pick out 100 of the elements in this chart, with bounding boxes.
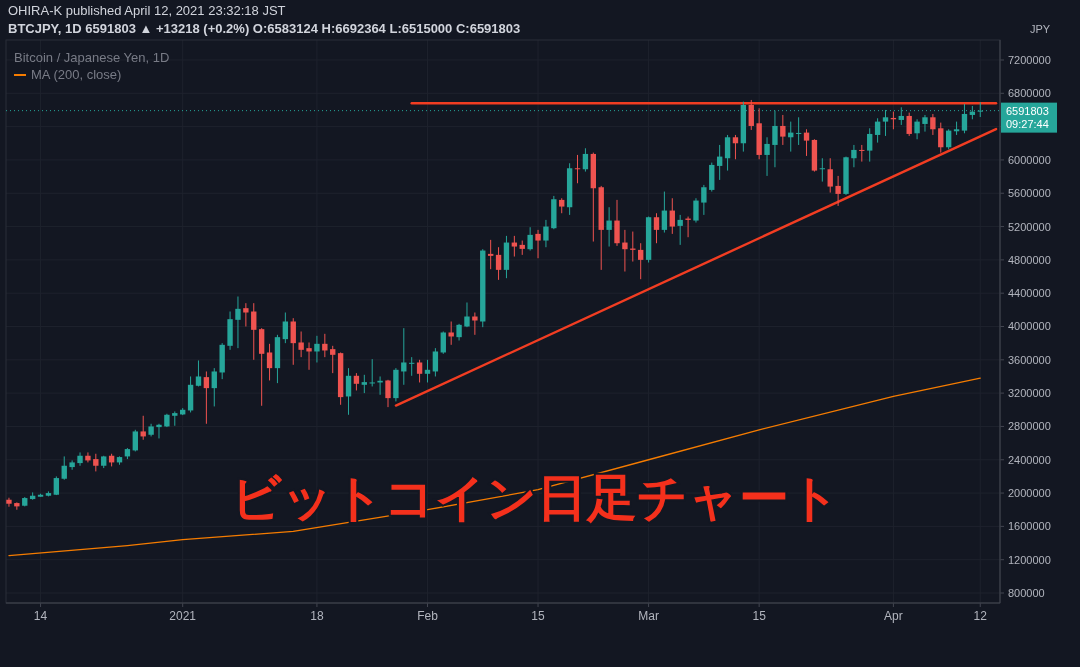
candlestick xyxy=(195,359,202,387)
candlestick xyxy=(251,302,257,361)
candlestick xyxy=(345,367,352,416)
candlestick xyxy=(622,229,628,273)
candlestick xyxy=(693,197,699,224)
candlestick xyxy=(290,317,296,366)
candlestick xyxy=(582,147,589,173)
candlestick xyxy=(945,128,952,150)
legend-label: MA (200, close) xyxy=(31,67,122,82)
candlestick xyxy=(701,184,707,216)
y-tick-label: 1200000 xyxy=(1008,553,1051,566)
candlestick xyxy=(314,335,320,363)
y-tick-label: 2800000 xyxy=(1008,420,1051,433)
candlestick xyxy=(835,175,841,207)
candlestick xyxy=(859,144,865,163)
candlestick xyxy=(69,459,75,471)
y-tick-label: 3200000 xyxy=(1008,387,1051,400)
candlestick xyxy=(930,113,936,136)
text: 09:27:44 xyxy=(1006,117,1049,130)
candlestick xyxy=(535,229,541,259)
chart-subtitle: OHIRA-K published April 12, 2021 23:32:18 JST xyxy=(8,3,286,18)
candlestick xyxy=(306,341,312,371)
candlestick xyxy=(322,333,328,358)
candlestick xyxy=(780,114,786,146)
y-tick-label: 3600000 xyxy=(1008,353,1051,366)
candlestick xyxy=(764,136,770,177)
annotation: Bitcoin / Japanese Yen, 1D xyxy=(14,50,170,65)
y-tick-label: 4000000 xyxy=(1008,320,1051,333)
candlestick xyxy=(543,219,549,248)
candlestick xyxy=(874,117,881,144)
candlestick xyxy=(85,451,91,463)
y-tick-label: 2000000 xyxy=(1008,487,1051,500)
x-tick-label: Apr xyxy=(884,609,903,623)
y-tick-label: 2400000 xyxy=(1008,453,1051,466)
candlestick xyxy=(440,330,446,355)
candlestick xyxy=(243,302,249,327)
candlestick xyxy=(716,144,723,181)
x-tick-label: 15 xyxy=(752,609,767,623)
candlestick xyxy=(638,242,644,280)
candlestick xyxy=(795,116,802,146)
candlestick xyxy=(385,379,391,408)
candlestick xyxy=(409,356,415,377)
candlestick xyxy=(914,118,920,140)
y-tick-label: 1600000 xyxy=(1008,520,1051,533)
x-tick-label: 2021 xyxy=(169,609,197,623)
candlestick xyxy=(132,429,138,452)
candlestick xyxy=(77,451,83,467)
candlestick xyxy=(156,423,162,439)
candlestick xyxy=(61,455,67,481)
y-tick-label: 7200000 xyxy=(1008,53,1051,66)
candlestick xyxy=(819,157,826,183)
candlestick xyxy=(235,296,241,349)
x-tick-label: Feb xyxy=(417,609,439,623)
candlestick xyxy=(732,134,739,160)
candlestick xyxy=(724,134,731,172)
x-tick-label: 14 xyxy=(33,609,48,623)
candlestick xyxy=(827,157,833,194)
candlestick xyxy=(361,374,367,394)
candlestick xyxy=(448,321,454,346)
candlestick xyxy=(424,359,431,383)
candlestick xyxy=(851,144,857,168)
candlestick xyxy=(432,347,439,377)
y-tick-label: 5600000 xyxy=(1008,187,1051,200)
candlestick xyxy=(401,327,407,386)
candlestick xyxy=(472,312,478,336)
x-tick-label: 15 xyxy=(531,609,546,623)
candlestick xyxy=(614,199,620,247)
y-tick-label: 5200000 xyxy=(1008,220,1051,233)
y-axis-title: JPY xyxy=(1029,23,1051,35)
x-tick-label: Mar xyxy=(638,609,659,623)
candlestick xyxy=(677,214,683,246)
candlestick xyxy=(574,154,581,184)
candlestick xyxy=(140,415,146,441)
x-tick-label: 12 xyxy=(973,609,988,623)
candlestick xyxy=(511,235,518,258)
candlestick xyxy=(527,226,533,252)
y-tick-label: 800000 xyxy=(1008,587,1045,600)
y-tick-label: 4800000 xyxy=(1008,253,1051,266)
text: BTCJPY, 1D 6591803 ▲ +13218 (+0.2%) O:6583124 H:6692364 L:6515000 C:6591803 xyxy=(8,21,521,36)
candlestick xyxy=(487,239,494,270)
candlestick xyxy=(495,246,502,281)
candlestick xyxy=(330,345,336,374)
candlestick xyxy=(14,501,20,511)
candlestick xyxy=(867,127,873,163)
candlestick xyxy=(464,302,470,328)
y-tick-label: 4400000 xyxy=(1008,287,1051,300)
candlestick xyxy=(938,122,944,154)
candlestick xyxy=(661,191,668,234)
candlestick xyxy=(211,367,217,407)
candlestick xyxy=(298,330,304,358)
x-tick-label: 18 xyxy=(310,609,324,623)
candlestick xyxy=(203,370,210,425)
line-series xyxy=(8,377,981,557)
candlestick xyxy=(669,197,675,235)
candlestick xyxy=(369,358,375,387)
candlestick xyxy=(6,497,12,508)
candlestick xyxy=(653,212,660,244)
y-tick-label: 6000000 xyxy=(1008,153,1051,166)
candlestick xyxy=(906,112,912,137)
candlestick xyxy=(416,359,423,383)
